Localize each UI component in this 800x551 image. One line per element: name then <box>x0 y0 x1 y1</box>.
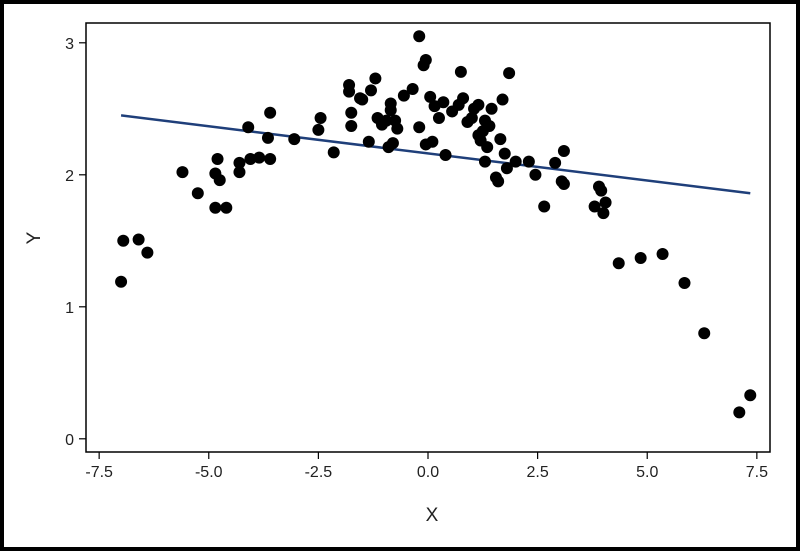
data-point <box>288 133 301 146</box>
data-point <box>384 104 397 117</box>
data-point <box>244 152 257 165</box>
data-point <box>465 112 478 125</box>
data-point <box>343 85 356 98</box>
plot-area <box>85 22 771 453</box>
data-point <box>426 135 439 148</box>
data-point <box>424 90 437 103</box>
data-point <box>117 234 130 247</box>
data-point <box>233 156 246 169</box>
x-axis-title: X <box>426 505 439 526</box>
data-point <box>612 257 625 270</box>
data-point <box>211 152 224 165</box>
y-axis-title: Y <box>24 231 45 244</box>
x-tick-label: 2.5 <box>526 464 548 481</box>
data-point <box>132 233 145 246</box>
regression-line <box>120 114 751 195</box>
x-tick-label: 0.0 <box>417 464 439 481</box>
data-point <box>141 246 154 259</box>
data-point <box>599 196 612 209</box>
data-point <box>397 89 410 102</box>
data-point <box>264 152 277 165</box>
data-point <box>588 200 601 213</box>
x-tick-label: -7.5 <box>85 464 113 481</box>
data-point <box>345 106 358 119</box>
data-point <box>191 187 204 200</box>
data-point <box>494 133 507 146</box>
data-point <box>744 389 757 402</box>
data-point <box>439 149 452 161</box>
data-point <box>698 327 711 340</box>
data-point <box>472 98 485 111</box>
data-point <box>386 137 399 150</box>
data-point <box>678 277 691 290</box>
data-point <box>369 72 382 85</box>
data-point <box>557 178 570 191</box>
data-point <box>115 275 128 288</box>
data-point <box>419 53 432 66</box>
data-point <box>261 131 274 144</box>
data-point <box>437 96 450 109</box>
data-point <box>220 201 233 214</box>
data-point <box>253 151 266 164</box>
data-point <box>483 119 496 132</box>
data-point <box>479 155 491 168</box>
data-point <box>380 114 393 127</box>
data-point <box>264 106 277 119</box>
data-point <box>356 93 369 106</box>
data-point <box>312 123 325 136</box>
data-point <box>314 112 327 125</box>
data-point <box>413 121 426 134</box>
data-point <box>485 102 498 115</box>
x-tick-label: 7.5 <box>746 464 768 481</box>
data-point <box>597 207 610 220</box>
data-point <box>595 184 608 197</box>
data-point <box>634 251 647 264</box>
data-point <box>509 155 522 168</box>
data-point <box>492 175 505 188</box>
data-point <box>365 84 377 97</box>
x-axis-ticks: -7.5 -5.0 -2.5 0.0 2.5 5.0 7.5 <box>85 452 768 481</box>
data-point <box>733 406 746 419</box>
data-point <box>242 121 255 134</box>
y-tick-label: 2 <box>65 168 74 185</box>
data-point <box>327 146 340 159</box>
data-point <box>213 174 226 187</box>
data-point <box>522 155 535 168</box>
y-tick-label: 1 <box>65 300 74 317</box>
data-point <box>503 67 516 80</box>
data-point <box>454 65 467 78</box>
x-tick-label: 5.0 <box>636 464 658 481</box>
data-point <box>557 145 570 158</box>
data-point <box>432 112 445 125</box>
data-point <box>549 156 562 169</box>
data-points <box>115 30 757 419</box>
data-point <box>538 200 551 213</box>
data-point <box>176 166 189 179</box>
data-point <box>345 119 358 132</box>
y-axis-ticks: 0 1 2 3 <box>65 36 86 449</box>
data-point <box>233 166 246 179</box>
y-tick-label: 0 <box>65 432 74 449</box>
data-point <box>481 141 494 154</box>
y-tick-label: 3 <box>65 36 74 53</box>
data-point <box>362 135 375 148</box>
x-tick-label: -5.0 <box>195 464 223 481</box>
data-point <box>391 122 404 135</box>
x-tick-label: -2.5 <box>305 464 333 481</box>
data-point <box>529 168 542 181</box>
data-point <box>496 93 509 106</box>
data-point <box>500 162 513 175</box>
data-point <box>209 201 222 214</box>
data-point <box>406 83 419 95</box>
data-point <box>656 248 669 260</box>
data-point <box>413 30 426 43</box>
data-point <box>457 92 470 105</box>
data-point <box>498 147 511 160</box>
